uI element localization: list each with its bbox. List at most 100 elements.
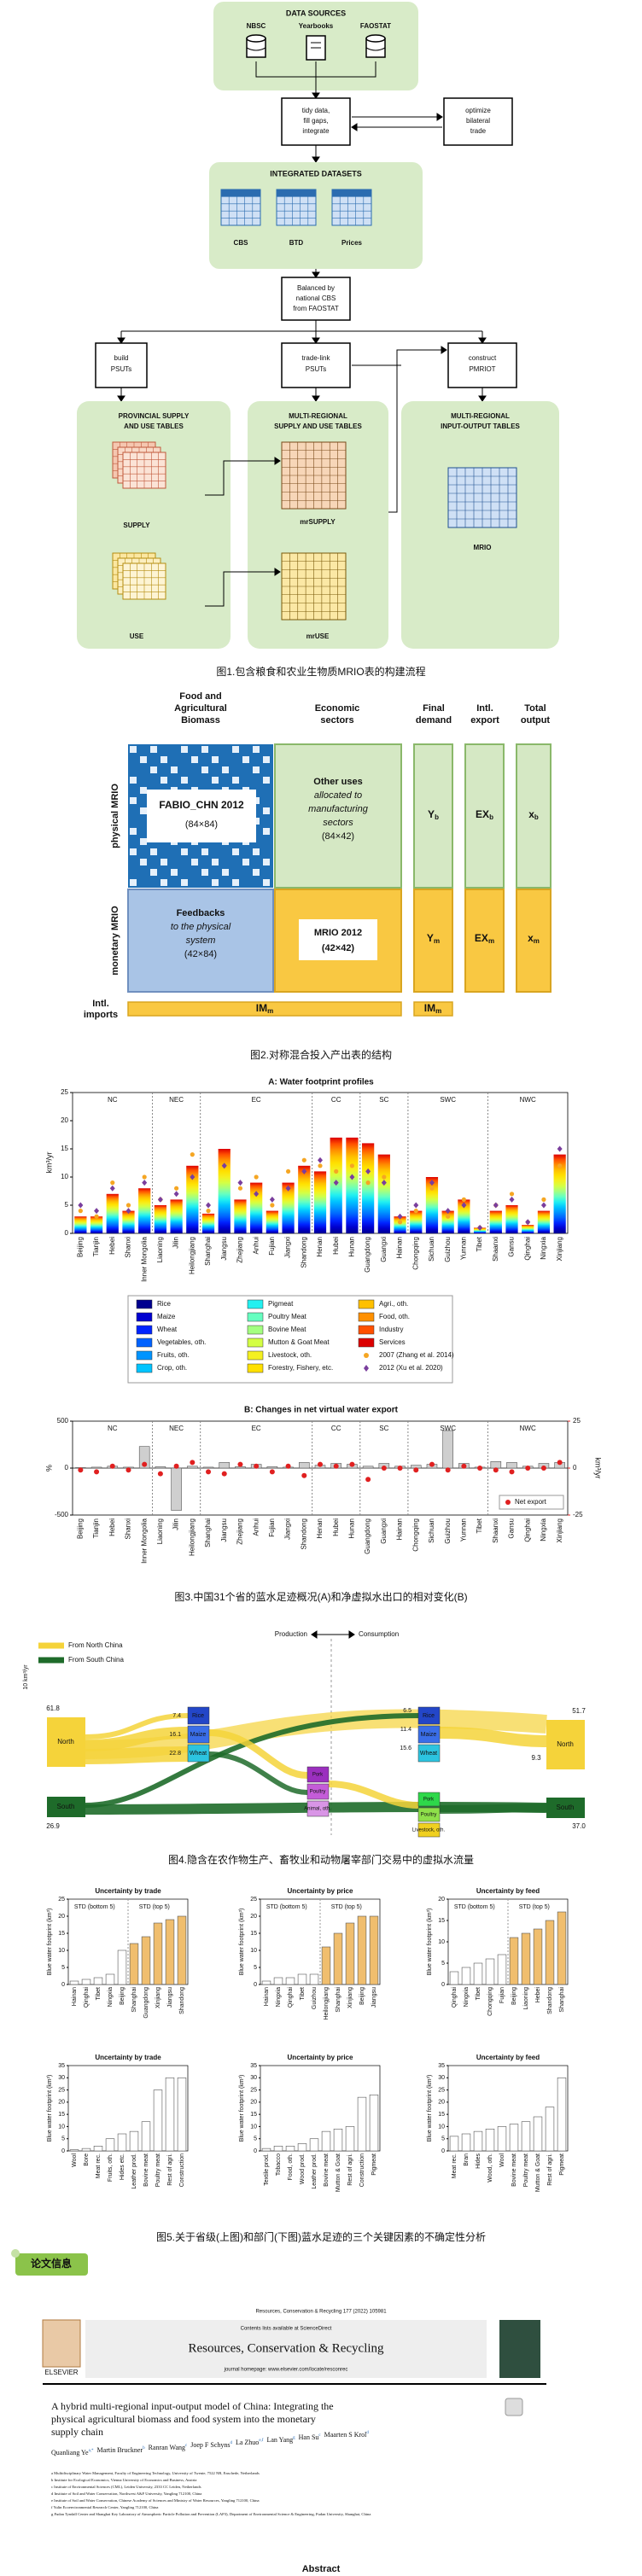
row-header: monetary MRIO bbox=[110, 906, 120, 976]
cell-label: IMm bbox=[424, 1002, 441, 1015]
x-tick-label: Jiangsu bbox=[220, 1237, 228, 1261]
region-label: NC bbox=[108, 1425, 118, 1432]
bar bbox=[297, 2143, 307, 2152]
net-export-dot bbox=[285, 1463, 291, 1469]
dot-2007 bbox=[94, 1214, 99, 1219]
col-top bbox=[516, 743, 552, 889]
x-tick-label: Chongqing bbox=[487, 1987, 493, 2016]
legend-label: Maize bbox=[157, 1313, 176, 1320]
y-axis-label: Blue water footprint (km³) bbox=[239, 1909, 245, 1976]
bar bbox=[69, 2149, 79, 2152]
author-sup: b bbox=[143, 2446, 145, 2451]
x-tick-label: Ningxia bbox=[276, 1987, 282, 2007]
x-tick-label: Jiangsu bbox=[167, 1987, 173, 2008]
cell-sub: b bbox=[489, 813, 493, 821]
box-title: INTEGRATED DATASETS bbox=[270, 169, 362, 178]
legend-swatch bbox=[358, 1312, 375, 1322]
dot-2007 bbox=[446, 1214, 451, 1219]
y-tick-label: 20 bbox=[438, 1897, 445, 1903]
bar bbox=[533, 2116, 543, 2152]
node-label: Wheat bbox=[190, 1751, 207, 1757]
node-animal bbox=[306, 1766, 330, 1783]
y-tick-label: 20 bbox=[250, 1914, 257, 1920]
bar bbox=[545, 1920, 555, 1985]
x-tick-label: Yunnan bbox=[459, 1237, 467, 1260]
x-tick-label: Hides bbox=[476, 2153, 482, 2169]
region-label: NWC bbox=[520, 1425, 536, 1432]
col-top bbox=[413, 743, 453, 889]
block-other bbox=[274, 743, 402, 889]
label-box bbox=[299, 919, 377, 960]
x-tick-label: Anhui bbox=[252, 1518, 260, 1536]
x-tick-label: Shandong bbox=[547, 1987, 553, 2014]
author-sup: c bbox=[185, 2444, 188, 2448]
x-tick-label: Qinghai bbox=[523, 1237, 531, 1261]
cell-label: EXb bbox=[476, 808, 493, 821]
diamond-2012 bbox=[477, 1224, 483, 1231]
bar bbox=[313, 1171, 327, 1233]
cell-label: IMm bbox=[256, 1002, 273, 1015]
flow bbox=[328, 1780, 419, 1809]
y-axis-label: km³/yr bbox=[44, 1152, 53, 1174]
bar bbox=[506, 1462, 517, 1469]
y-axis-label: Blue water footprint (km³) bbox=[47, 1909, 53, 1976]
cell-main: x bbox=[528, 932, 534, 944]
affiliation: a Multidisciplinary Water Management, Fa… bbox=[51, 2471, 260, 2476]
db-icon bbox=[365, 34, 386, 43]
node-label: Livestock, oth. bbox=[412, 1828, 446, 1833]
bar bbox=[345, 2126, 355, 2152]
x-tick-label: Mutton & Goat bbox=[535, 2153, 541, 2192]
bar bbox=[106, 1193, 119, 1233]
box-step bbox=[95, 342, 148, 388]
legend-label: From South China bbox=[68, 1656, 124, 1664]
bar bbox=[557, 1911, 567, 1985]
column-header: Food and bbox=[179, 691, 222, 702]
y-tick-label: 25 bbox=[438, 2087, 445, 2093]
node-value: 9.3 bbox=[531, 1754, 541, 1762]
bar bbox=[129, 1943, 139, 1985]
x-tick-label: Hainan bbox=[396, 1518, 404, 1540]
bar bbox=[410, 1210, 423, 1233]
imports-bar bbox=[127, 1001, 402, 1017]
x-tick-label: Hubei bbox=[332, 1518, 340, 1536]
y-tick-label: 10 bbox=[438, 1939, 445, 1945]
bar bbox=[461, 1967, 471, 1985]
bar bbox=[333, 1932, 343, 1985]
author-name: Joep F Schyns bbox=[190, 2441, 230, 2449]
column-header: export bbox=[470, 715, 499, 726]
block-texture bbox=[140, 838, 147, 845]
author-name: Ranran Wang bbox=[149, 2444, 185, 2451]
x-tick-label: Beijing bbox=[511, 1987, 517, 2005]
y2-tick-label: 0 bbox=[573, 1464, 577, 1472]
bar bbox=[521, 2121, 531, 2152]
y-tick-label: 35 bbox=[58, 2063, 65, 2069]
bar bbox=[90, 1466, 102, 1469]
block-texture bbox=[201, 766, 208, 773]
y-tick-label: 25 bbox=[250, 1897, 257, 1903]
cell-main: EX bbox=[475, 932, 488, 944]
bar bbox=[273, 2145, 283, 2152]
legend-swatch bbox=[358, 1325, 375, 1335]
scale-label: 10 km³/yr bbox=[23, 1664, 29, 1690]
x-tick-label: Poultry meat bbox=[523, 2153, 529, 2187]
block-texture bbox=[150, 746, 157, 753]
diamond-2012 bbox=[237, 1180, 243, 1186]
x-tick-label: Hainan bbox=[264, 1987, 270, 2006]
y-tick-label: 0 bbox=[61, 1982, 65, 1988]
paper-title: A hybrid multi-regional input-output mod… bbox=[51, 2400, 334, 2412]
publisher: ELSEVIER bbox=[44, 2369, 78, 2376]
paper-title: physical agricultural biomass and food s… bbox=[51, 2413, 316, 2425]
x-tick-label: Guangdong bbox=[364, 1518, 371, 1554]
dot-2007 bbox=[301, 1157, 306, 1163]
node-label: Pork bbox=[423, 1798, 435, 1803]
step-text: Balanced by bbox=[297, 284, 335, 292]
cell-label: xb bbox=[528, 808, 539, 821]
author-name: Lan Yang bbox=[266, 2436, 293, 2444]
block-texture bbox=[263, 807, 270, 814]
x-tick-label: Shaanxi bbox=[492, 1237, 499, 1262]
x-tick-label: Chongqing bbox=[411, 1518, 419, 1552]
diamond-2012 bbox=[142, 1180, 148, 1186]
x-tick-label: Fujian bbox=[268, 1518, 276, 1537]
x-tick-label: Fujian bbox=[499, 1987, 505, 2003]
